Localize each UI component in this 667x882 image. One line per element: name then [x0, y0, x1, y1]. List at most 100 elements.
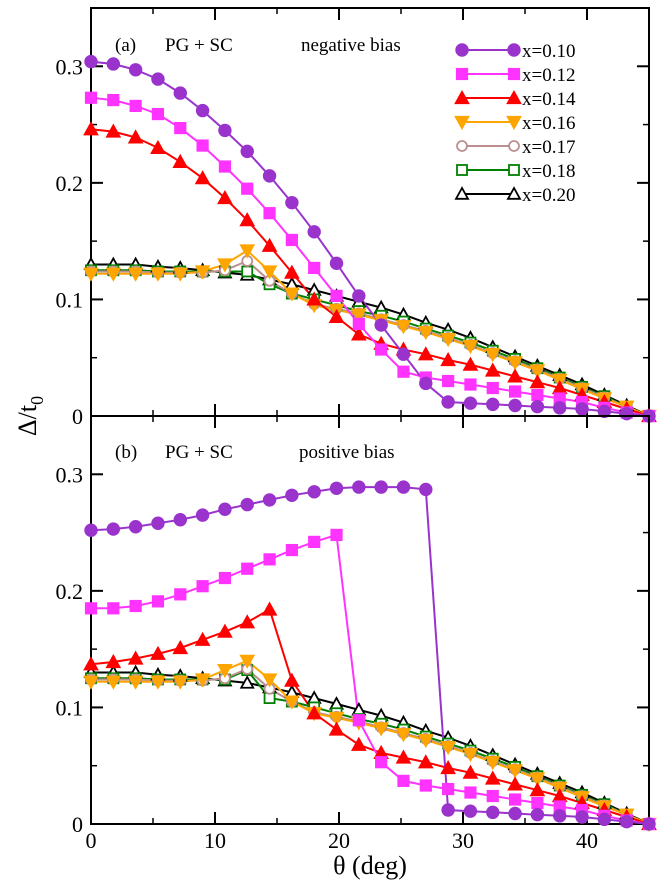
data-point-b-x=0.16 — [417, 733, 434, 749]
data-point-a-x=0.14 — [150, 139, 166, 154]
svg-text:Δ/t0: Δ/t0 — [13, 396, 47, 436]
data-point-b-x=0.10 — [151, 516, 165, 530]
data-point-b-x=0.10 — [128, 520, 143, 534]
data-point-a-x=0.12 — [174, 121, 187, 135]
data-point-b-x=0.10 — [508, 806, 522, 821]
data-point-b-x=0.10 — [441, 803, 455, 817]
data-point-b-x=0.16 — [507, 764, 523, 779]
data-point-b-x=0.14 — [484, 770, 501, 785]
data-point-a-x=0.10 — [84, 54, 98, 69]
data-point-b-x=0.10 — [396, 480, 411, 494]
data-point-b-x=0.12 — [330, 528, 343, 542]
y-tick-label-b: 0.2 — [56, 579, 84, 604]
y-tick-label-b: 0 — [72, 812, 83, 837]
data-point-b-x=0.14 — [529, 782, 546, 797]
legend-label: x=0.14 — [522, 89, 576, 110]
data-point-a-x=0.16 — [194, 265, 211, 280]
data-point-b-x=0.20 — [239, 675, 255, 689]
y-tick-label-b: 0.3 — [56, 462, 84, 487]
data-point-a-x=0.14 — [440, 352, 456, 367]
data-point-a-x=0.14 — [127, 129, 144, 144]
data-point-a-x=0.14 — [328, 308, 345, 324]
data-point-b-x=0.12 — [486, 789, 499, 803]
data-point-b-x=0.12 — [442, 782, 455, 796]
data-point-a-x=0.12 — [218, 160, 232, 173]
data-point-a-x=0.12 — [352, 317, 365, 331]
data-point-a-x=0.14 — [462, 356, 479, 371]
data-point-a-x=0.12 — [308, 261, 321, 275]
data-point-a-x=0.10 — [173, 86, 187, 100]
data-point-b-x=0.14 — [462, 764, 479, 779]
data-point-b-x=0.16 — [462, 747, 479, 763]
data-point-a-x=0.10 — [240, 144, 254, 159]
data-point-a-x=0.16 — [284, 287, 300, 302]
legend-label: x=0.18 — [522, 161, 575, 182]
data-point-b-x=0.12 — [151, 595, 165, 608]
data-point-b-x=0.12 — [174, 588, 187, 601]
data-point-a-x=0.16 — [529, 364, 546, 379]
data-point-b-x=0.14 — [507, 776, 523, 791]
data-point-a-x=0.12 — [241, 182, 254, 195]
data-point-b-x=0.16 — [217, 664, 233, 679]
data-point-b-x=0.16 — [194, 673, 211, 688]
data-point-b-x=0.12 — [285, 543, 298, 557]
data-point-b-x=0.16 — [484, 756, 501, 771]
legend-label: x=0.10 — [522, 41, 575, 62]
legend-label: x=0.17 — [522, 137, 575, 158]
legend-marker — [507, 43, 521, 57]
panel-a: 0 0.1 0.2 0.3 (a) PG + SC negative bias x=0… — [56, 7, 657, 429]
data-point-a-x=0.12 — [375, 343, 388, 356]
data-point-b-x=0.12 — [531, 796, 544, 810]
data-point-a-x=0.10 — [530, 399, 545, 414]
data-point-a-x=0.14 — [261, 237, 278, 252]
legend-marker — [454, 115, 470, 131]
data-point-a-x=0.14 — [83, 121, 99, 136]
data-point-a-x=0.12 — [285, 233, 298, 247]
y-tick-label-a: 0.3 — [56, 54, 84, 79]
data-point-a-x=0.14 — [194, 170, 211, 185]
legend-marker — [454, 89, 470, 105]
data-point-b-x=0.14 — [194, 631, 211, 646]
data-point-b-x=0.14 — [328, 721, 345, 736]
data-point-a-x=0.16 — [239, 244, 256, 259]
data-point-b-x=0.12 — [508, 793, 522, 806]
legend-marker — [506, 186, 522, 200]
legend-marker — [506, 89, 522, 105]
data-point-a-x=0.10 — [307, 225, 321, 239]
data-point-a-x=0.10 — [553, 401, 567, 415]
data-point-b-x=0.12 — [308, 535, 321, 548]
data-point-b-x=0.10 — [285, 488, 299, 502]
data-point-b-x=0.14 — [261, 601, 278, 616]
panel-tag-a: (a) — [115, 35, 136, 56]
data-point-b-x=0.16 — [395, 728, 412, 743]
data-point-a-x=0.14 — [507, 368, 523, 383]
series-group-a — [83, 54, 657, 425]
data-point-b-x=0.12 — [419, 779, 432, 792]
series-group-b — [83, 480, 657, 833]
data-point-b-x=0.14 — [105, 653, 122, 669]
data-point-b-x=0.14 — [440, 760, 456, 775]
data-point-a-x=0.16 — [261, 265, 278, 280]
data-point-b-x=0.10 — [307, 485, 321, 499]
data-point-a-x=0.10 — [352, 289, 366, 303]
data-point-b-x=0.14 — [150, 645, 166, 660]
data-point-b-x=0.10 — [530, 807, 545, 822]
data-point-a-x=0.14 — [105, 123, 122, 138]
data-point-a-x=0.12 — [129, 99, 142, 113]
data-point-a-x=0.16 — [395, 320, 412, 335]
data-point-b-x=0.10 — [486, 805, 500, 820]
data-point-a-x=0.10 — [374, 318, 388, 332]
data-point-b-x=0.10 — [419, 482, 433, 497]
data-point-a-x=0.10 — [463, 396, 478, 410]
data-point-b-x=0.16 — [105, 675, 122, 690]
x-tick-label: 40 — [576, 828, 598, 853]
legend-marker — [456, 140, 468, 152]
data-point-a-x=0.12 — [151, 107, 165, 121]
legend-marker — [508, 164, 520, 176]
data-point-a-x=0.12 — [263, 207, 276, 220]
x-tick-label: 30 — [452, 828, 474, 853]
data-point-a-x=0.10 — [195, 103, 210, 118]
data-point-a-x=0.12 — [107, 93, 120, 107]
data-point-b-x=0.16 — [328, 711, 345, 726]
data-point-b-x=0.14 — [127, 650, 144, 665]
